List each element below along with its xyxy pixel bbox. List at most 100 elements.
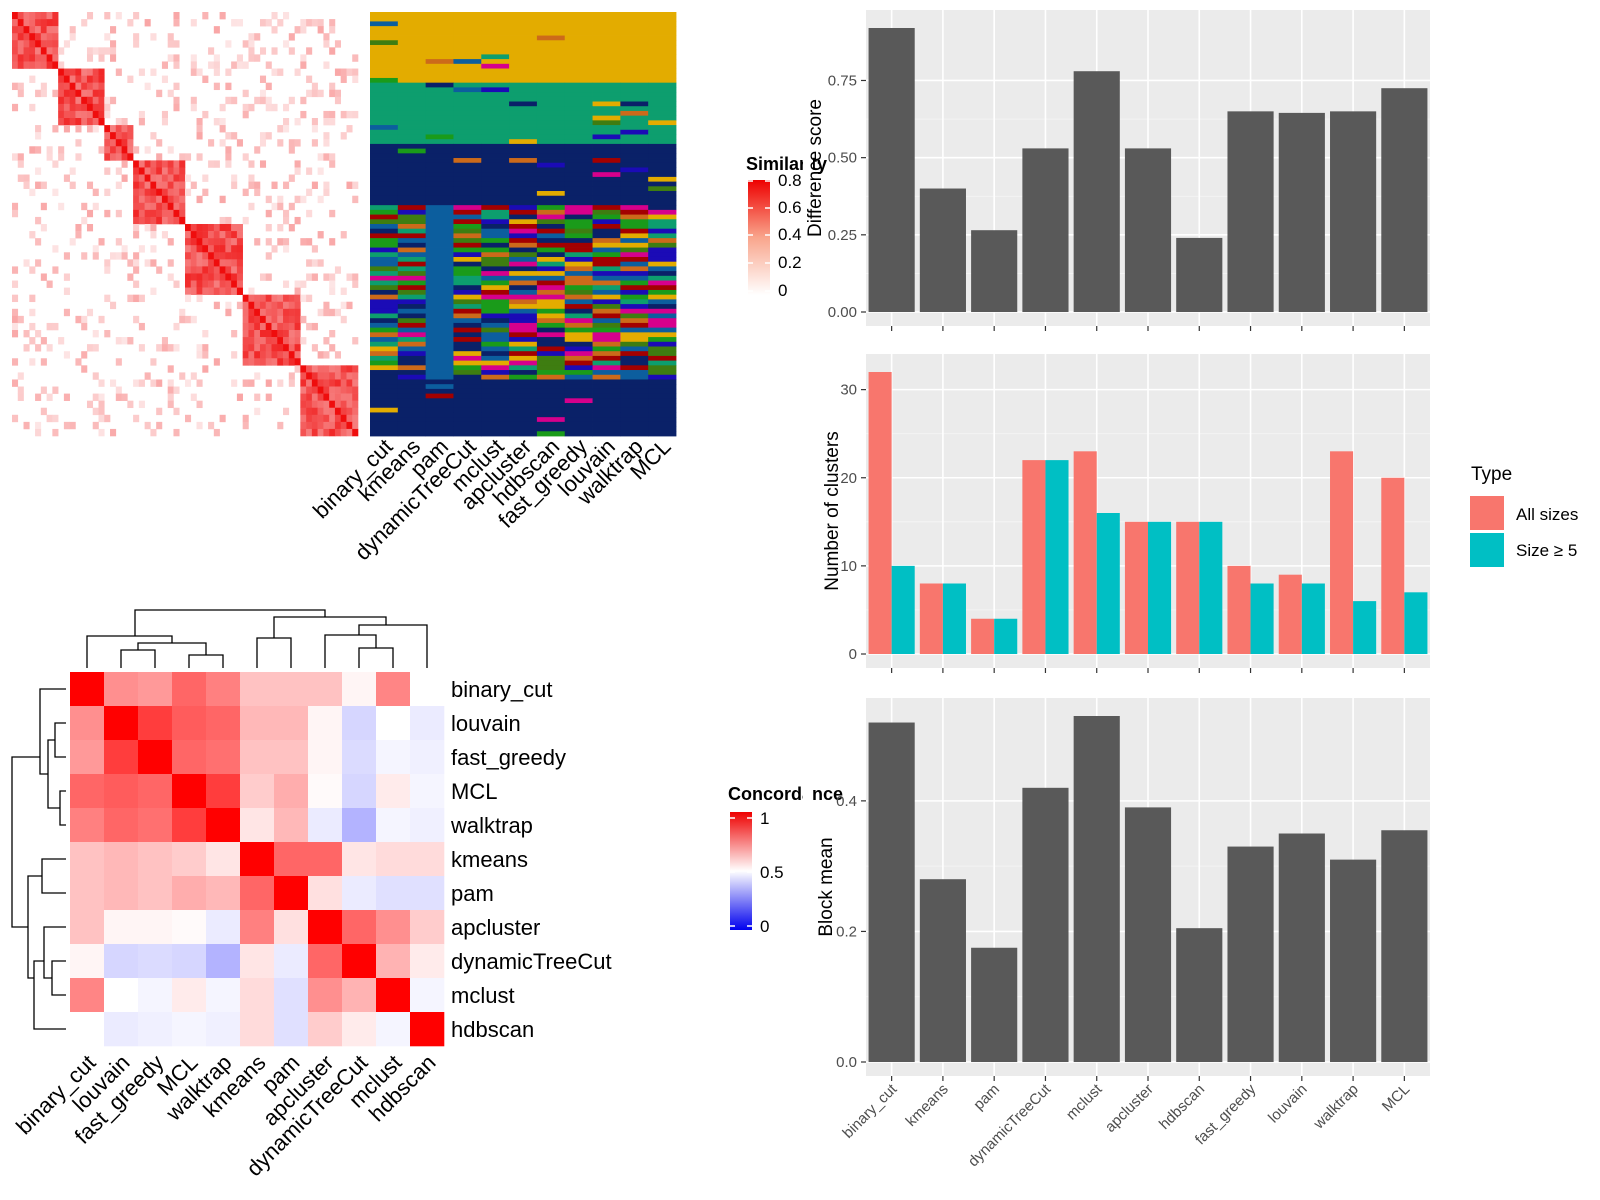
sim-cell bbox=[323, 414, 330, 423]
cls-cell bbox=[425, 398, 454, 404]
cls-cell bbox=[509, 87, 538, 93]
sim-cell bbox=[185, 252, 192, 260]
y-tick-label: 30 bbox=[840, 382, 857, 399]
cls-cell bbox=[481, 54, 510, 60]
sim-cell bbox=[12, 26, 19, 34]
sim-cell bbox=[236, 231, 243, 239]
sim-cell bbox=[254, 372, 261, 380]
cls-cell bbox=[648, 16, 677, 22]
sim-cell bbox=[173, 174, 180, 182]
sim-cell bbox=[23, 181, 30, 189]
cls-cell bbox=[620, 233, 649, 239]
cls-cell bbox=[536, 304, 566, 310]
concordance-cell bbox=[410, 774, 445, 809]
cls-cell bbox=[425, 195, 454, 201]
sim-cell bbox=[69, 238, 76, 246]
cls-cell bbox=[620, 365, 649, 371]
sim-cell bbox=[12, 19, 19, 27]
sim-cell bbox=[283, 294, 290, 303]
sim-cell bbox=[277, 68, 284, 76]
sim-cell bbox=[138, 181, 145, 189]
bar-size-5 bbox=[994, 618, 1018, 654]
sim-cell bbox=[52, 19, 59, 27]
cls-cell bbox=[648, 341, 677, 347]
cls-cell bbox=[509, 181, 538, 187]
sim-cell bbox=[213, 160, 220, 168]
sim-cell bbox=[340, 428, 347, 437]
sim-cell bbox=[317, 153, 324, 161]
cls-cell bbox=[397, 115, 427, 121]
cls-cell bbox=[370, 370, 399, 376]
sim-cell bbox=[242, 89, 249, 98]
concordance-cell bbox=[308, 876, 343, 911]
cls-cell bbox=[481, 59, 510, 65]
sim-cell bbox=[202, 12, 209, 20]
cls-cell bbox=[481, 266, 510, 272]
top-dendrogram-branch bbox=[256, 637, 292, 668]
bar bbox=[1176, 237, 1223, 312]
cls-cell bbox=[397, 49, 427, 55]
cls-cell bbox=[397, 313, 427, 319]
sim-cell bbox=[81, 216, 88, 225]
sim-cell bbox=[17, 174, 24, 182]
sim-cell bbox=[69, 26, 76, 34]
concordance-cell bbox=[240, 842, 275, 877]
cls-cell bbox=[509, 139, 538, 145]
sim-cell bbox=[40, 386, 47, 394]
sim-cell bbox=[288, 315, 295, 324]
cls-cell bbox=[481, 186, 510, 192]
sim-cell bbox=[185, 414, 192, 423]
sim-cell bbox=[334, 266, 341, 274]
sim-cell bbox=[329, 26, 336, 34]
sim-cell bbox=[242, 315, 249, 324]
sim-cell bbox=[317, 414, 324, 423]
cls-cell bbox=[425, 261, 454, 267]
sim-cell bbox=[271, 322, 278, 331]
sim-cell bbox=[236, 238, 243, 246]
sim-cell bbox=[340, 231, 347, 239]
sim-cell bbox=[300, 421, 307, 430]
concordance-cell bbox=[206, 910, 241, 945]
cls-cell bbox=[453, 115, 482, 121]
sim-cell bbox=[254, 393, 261, 401]
sim-cell bbox=[294, 139, 301, 147]
sim-cell bbox=[185, 245, 192, 253]
cls-cell bbox=[397, 407, 427, 413]
cls-cell bbox=[481, 431, 510, 437]
sim-cell bbox=[179, 188, 186, 197]
cls-cell bbox=[370, 256, 399, 263]
sim-cell bbox=[29, 266, 36, 274]
sim-cell bbox=[104, 96, 111, 105]
cls-cell bbox=[564, 238, 593, 244]
sim-cell bbox=[173, 280, 180, 288]
cls-cell bbox=[481, 407, 510, 413]
concordance-cell bbox=[206, 944, 241, 979]
cls-cell bbox=[648, 417, 677, 423]
cls-cell bbox=[564, 49, 593, 55]
sim-cell bbox=[329, 365, 336, 373]
x-tick-label: walktrap bbox=[1310, 1081, 1362, 1133]
sim-cell bbox=[265, 351, 272, 359]
cls-cell bbox=[536, 195, 566, 201]
cls-cell bbox=[564, 106, 593, 112]
sim-cell bbox=[81, 252, 88, 260]
concordance-cell bbox=[376, 1012, 411, 1047]
concordance-cell bbox=[342, 978, 377, 1013]
sim-cell bbox=[300, 365, 307, 373]
sim-cell bbox=[213, 118, 220, 126]
sim-cell bbox=[254, 146, 261, 154]
sim-cell bbox=[35, 344, 42, 352]
cls-cell bbox=[425, 134, 454, 140]
sim-cell bbox=[219, 273, 226, 281]
sim-cell bbox=[277, 421, 284, 430]
sim-cell bbox=[288, 146, 295, 154]
sim-cell bbox=[179, 315, 186, 324]
sim-cell bbox=[254, 238, 261, 246]
cls-cell bbox=[648, 426, 677, 432]
sim-cell bbox=[352, 365, 359, 373]
cls-cell bbox=[453, 59, 482, 65]
sim-cell bbox=[225, 160, 232, 168]
cls-cell bbox=[564, 129, 593, 135]
cls-cell bbox=[592, 125, 621, 131]
sim-cell bbox=[236, 61, 243, 69]
